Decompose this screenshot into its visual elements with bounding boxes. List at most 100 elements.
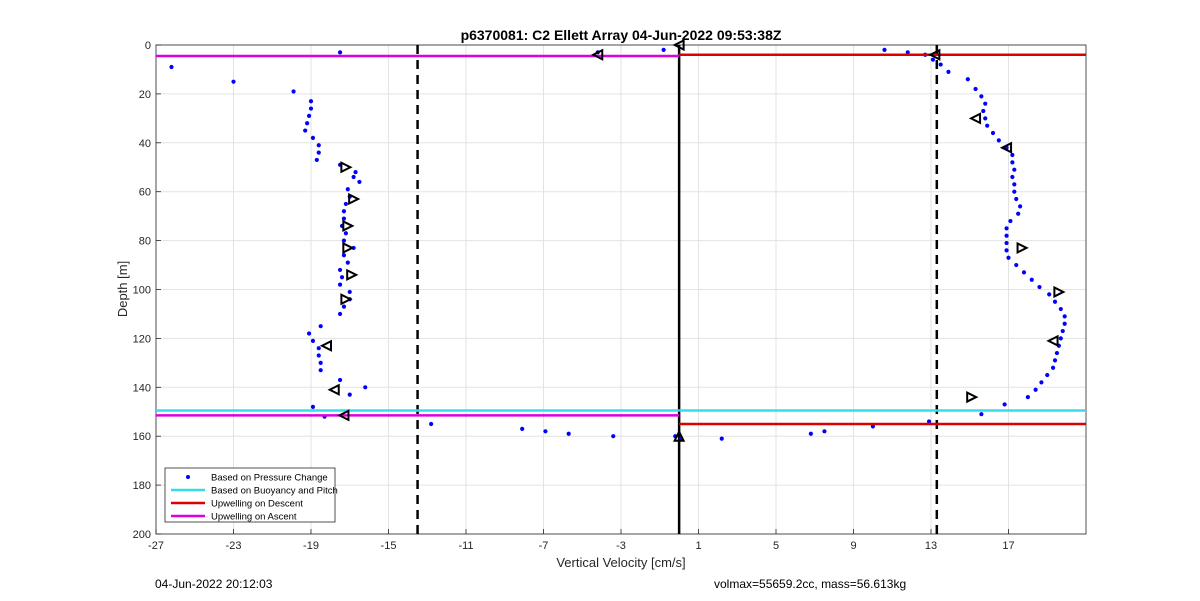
data-point: [291, 89, 296, 94]
legend-label: Based on Buoyancy and Pitch: [211, 486, 338, 497]
data-point: [337, 311, 343, 317]
data-point: [1052, 299, 1058, 304]
direction-marker: [337, 409, 350, 422]
data-point: [930, 57, 936, 62]
y-tick-label: 160: [133, 431, 151, 443]
chart-title: p6370081: C2 Ellett Array 04-Jun-2022 09…: [461, 27, 782, 43]
data-point: [345, 187, 350, 192]
footer-info: volmax=55659.2cc, mass=56.613kg: [714, 577, 907, 591]
grid: [155, 44, 1086, 535]
data-point: [1002, 402, 1007, 407]
data-point: [543, 429, 548, 434]
direction-marker: [327, 383, 340, 396]
data-point: [1058, 336, 1063, 341]
data-point: [926, 419, 932, 424]
data-point: [1050, 365, 1056, 370]
direction-marker: [1046, 334, 1059, 347]
data-point: [1006, 255, 1011, 260]
data-point: [341, 216, 347, 221]
data-point: [341, 304, 347, 309]
data-point: [996, 138, 1001, 143]
y-tick-label: 80: [139, 236, 151, 248]
data-point: [363, 385, 368, 390]
data-point: [882, 47, 887, 52]
data-point: [1047, 292, 1052, 297]
x-tick-label: 5: [773, 540, 779, 552]
data-point: [341, 253, 347, 258]
data-point: [983, 116, 988, 121]
x-tick-label: 1: [695, 540, 701, 552]
data-point: [337, 377, 343, 383]
legend-swatch: [186, 475, 190, 479]
data-point: [343, 201, 348, 207]
data-point: [1062, 321, 1067, 326]
data-point: [1014, 196, 1019, 202]
legend: Based on Pressure Change Based on Buoyanc…: [164, 467, 338, 523]
direction-marker: [591, 48, 604, 61]
x-tick-label: -7: [539, 540, 549, 552]
data-point: [1045, 372, 1050, 378]
direction-marker: [340, 161, 353, 174]
y-tick-label: 100: [133, 285, 151, 297]
data-point: [1004, 248, 1009, 253]
data-point: [310, 135, 316, 141]
data-point: [314, 157, 319, 163]
data-point: [1012, 189, 1017, 194]
direction-marker: [346, 268, 359, 281]
data-point: [1037, 284, 1042, 290]
axes: -27 -23 -19 -15 -11 -7 -3 1 5 9 13 17 0 20 40 60 80 100 12…: [133, 40, 1015, 552]
data-point: [946, 69, 951, 74]
direction-marker: [342, 241, 355, 255]
data-point: [305, 121, 310, 126]
data-point: [353, 170, 358, 175]
y-tick-label: 140: [133, 382, 151, 394]
y-tick-label: 200: [133, 529, 151, 541]
data-point: [339, 275, 345, 280]
x-tick-label: 13: [925, 540, 937, 552]
data-point: [981, 108, 986, 114]
x-tick-label: -23: [226, 540, 242, 552]
data-point: [347, 392, 352, 397]
y-tick-label: 0: [145, 40, 151, 52]
direction-marker: [928, 48, 941, 61]
data-point: [308, 106, 314, 111]
data-point: [985, 123, 990, 128]
direction-marker: [966, 390, 979, 404]
data-point: [822, 429, 827, 434]
direction-marker: [673, 429, 686, 442]
data-point: [983, 101, 988, 106]
data-point: [566, 431, 571, 436]
data-point: [965, 77, 970, 82]
direction-markers: [319, 38, 1066, 442]
x-axis-label: Vertical Velocity [cm/s]: [556, 555, 685, 570]
data-point: [318, 324, 323, 329]
data-point: [343, 231, 348, 236]
data-point: [306, 113, 312, 119]
data-point: [1054, 350, 1060, 356]
data-point: [351, 174, 356, 180]
data-point: [429, 421, 434, 427]
data-point: [1060, 328, 1065, 334]
x-tick-label: 9: [850, 540, 856, 552]
data-point: [1010, 174, 1015, 180]
data-point: [316, 150, 321, 155]
data-point: [316, 353, 321, 358]
legend-label: Upwelling on Ascent: [211, 512, 297, 523]
x-tick-label: -15: [381, 540, 397, 552]
y-tick-label: 120: [133, 333, 151, 345]
data-point: [979, 94, 984, 99]
x-tick-label: 17: [1002, 540, 1014, 552]
x-tick-label: -11: [458, 540, 473, 552]
x-tick-label: -3: [616, 540, 626, 552]
x-tick-label: -19: [303, 540, 319, 552]
data-point: [345, 260, 350, 265]
data-point: [1062, 314, 1067, 319]
legend-box: [164, 467, 336, 523]
data-point: [316, 143, 321, 148]
footer-timestamp: 04-Jun-2022 20:12:03: [155, 577, 273, 591]
direction-marker: [340, 293, 353, 306]
y-tick-label: 40: [139, 138, 151, 150]
data-series: [156, 45, 1086, 534]
data-point: [169, 64, 174, 70]
data-point: [808, 431, 813, 436]
